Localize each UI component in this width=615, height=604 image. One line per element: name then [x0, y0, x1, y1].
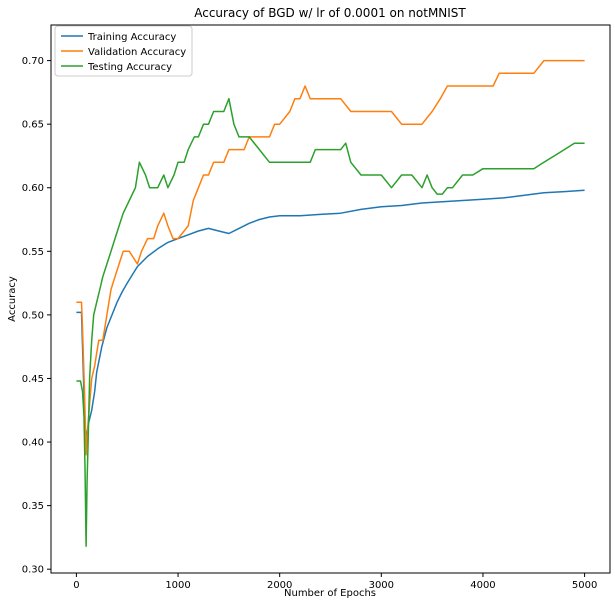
x-axis: 0 1000 2000 3000 4000 5000	[73, 573, 597, 591]
y-tick-label: 0.60	[22, 183, 44, 194]
legend: Training Accuracy Validation Accuracy Te…	[54, 25, 193, 77]
x-tick-label: 5000	[572, 580, 597, 591]
y-axis-title: Accuracy	[7, 276, 18, 322]
x-tick-label: 3000	[369, 580, 394, 591]
x-axis-title: Number of Epochs	[284, 588, 376, 599]
legend-label-training: Training Accuracy	[87, 32, 176, 43]
legend-box	[54, 25, 193, 77]
y-tick-label: 0.35	[22, 501, 44, 512]
legend-label-validation: Validation Accuracy	[88, 47, 186, 58]
x-tick-label: 2000	[267, 580, 292, 591]
x-tick-label: 1000	[165, 580, 190, 591]
x-tick-label: 4000	[470, 580, 495, 591]
y-tick-label: 0.65	[22, 120, 44, 131]
y-tick-label: 0.40	[22, 438, 44, 449]
y-tick-label: 0.70	[22, 56, 44, 67]
y-tick-label: 0.30	[22, 565, 44, 576]
y-tick-label: 0.55	[22, 247, 44, 258]
x-tick-label: 0	[73, 580, 79, 591]
y-axis: 0.30 0.35 0.40 0.45 0.50 0.55 0.60 0.65 0.70	[22, 56, 51, 576]
chart-title: Accuracy of BGD w/ lr of 0.0001 on notMN…	[194, 6, 466, 20]
y-tick-label: 0.45	[22, 374, 44, 385]
series-line-training	[76, 189, 585, 437]
series-line-testing	[76, 97, 585, 548]
axes-frame	[50, 24, 611, 574]
plot-series	[76, 59, 585, 548]
series-line-validation	[76, 59, 585, 456]
legend-label-testing: Testing Accuracy	[87, 62, 172, 73]
y-tick-label: 0.50	[22, 310, 44, 321]
